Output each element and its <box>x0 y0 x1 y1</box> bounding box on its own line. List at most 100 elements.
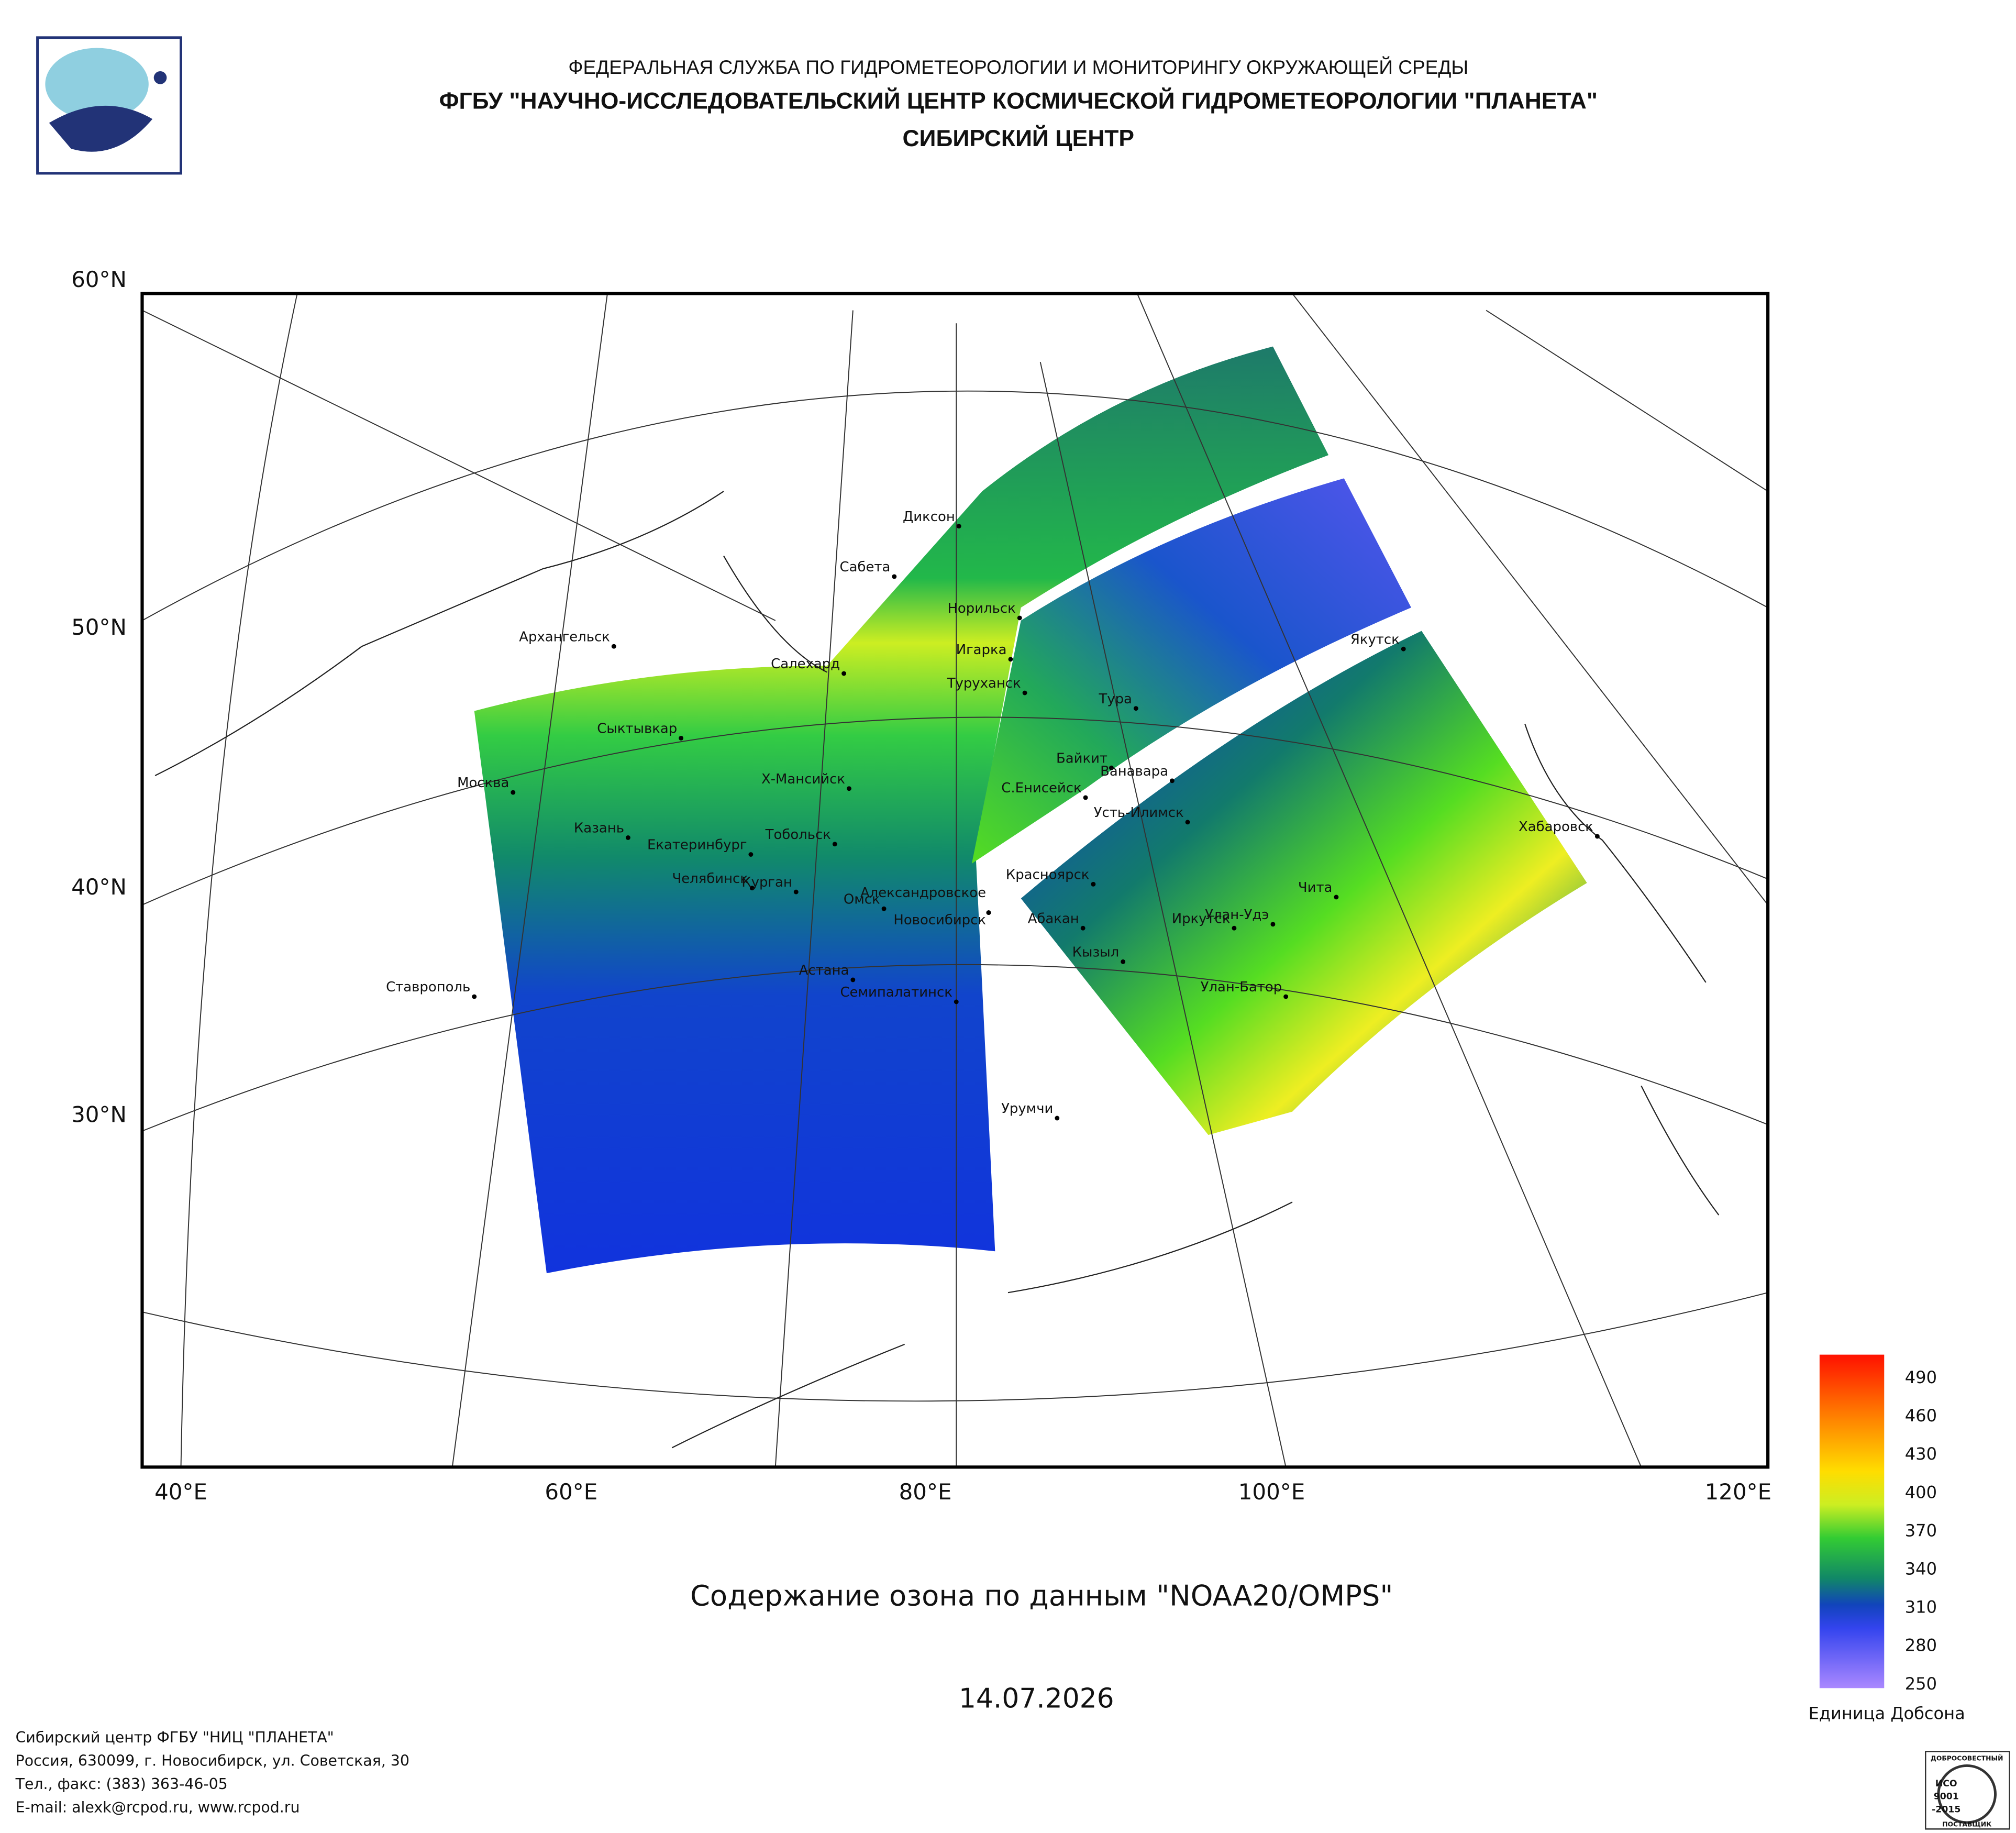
city-label: Урумчи <box>1001 1101 1053 1117</box>
swath <box>1021 631 1587 1135</box>
city-dot <box>1594 834 1600 839</box>
city-label: Астана <box>799 963 849 978</box>
city-dot <box>1401 646 1406 652</box>
city-label: Сыктывкар <box>597 721 677 737</box>
header-agency: ФЕДЕРАЛЬНАЯ СЛУЖБА ПО ГИДРОМЕТЕОРОЛОГИИ … <box>568 56 1468 78</box>
swath <box>971 478 1411 864</box>
header-institute: ФГБУ "НАУЧНО-ИССЛЕДОВАТЕЛЬСКИЙ ЦЕНТР КОС… <box>439 87 1598 114</box>
colorbar-tick: 340 <box>1905 1559 1937 1578</box>
city-dot <box>881 906 887 911</box>
city-label: Омск <box>844 891 880 907</box>
lat-label: 60°N <box>71 267 127 292</box>
city-label: Иркутск <box>1172 911 1231 926</box>
lon-label: 100°E <box>1238 1479 1305 1505</box>
city-dot <box>1017 615 1022 621</box>
badge-text: ИСО <box>1935 1779 1957 1789</box>
city-label: Новосибирск <box>893 912 986 928</box>
city-label: Норильск <box>947 601 1015 616</box>
city-label: Челябинск <box>672 871 748 887</box>
colorbar-tick: 370 <box>1905 1520 1937 1540</box>
city-dot <box>1270 922 1276 927</box>
city-label: Хабаровск <box>1519 819 1593 835</box>
city-dot <box>1283 994 1289 999</box>
city-dot <box>625 835 630 840</box>
city-label: Игарка <box>956 642 1007 658</box>
city-label: Семипалатинск <box>840 985 952 1000</box>
city-label: Чита <box>1298 880 1333 896</box>
city-dot <box>611 644 616 649</box>
city-label: Екатеринбург <box>647 837 747 853</box>
city-dot <box>1008 657 1013 662</box>
colorbar-tick: 400 <box>1905 1482 1937 1502</box>
city-dot <box>749 886 755 891</box>
city-dot <box>1334 895 1339 900</box>
city-label: Диксон <box>903 509 955 525</box>
city-label: Ванавара <box>1100 764 1168 779</box>
city-dot <box>1133 706 1138 711</box>
city-dot <box>1121 959 1126 964</box>
map-title: Содержание озона по данным "NOAA20/OMPS" <box>690 1579 1393 1612</box>
colorbar-tick: 280 <box>1905 1636 1937 1655</box>
map-frame <box>140 292 1770 1469</box>
lat-label: 30°N <box>71 1101 127 1127</box>
lon-label: 40°E <box>154 1479 207 1505</box>
lon-label: 120°E <box>1705 1479 1772 1505</box>
city-label: Тобольск <box>765 827 831 843</box>
badge-text: -2015 <box>1932 1804 1960 1815</box>
city-label: Сабета <box>840 559 891 575</box>
lat-label: 40°N <box>71 874 127 900</box>
city-dot <box>847 786 851 791</box>
map <box>140 292 1770 1469</box>
colorbar-ticks: 490 460 430 400 370 340 310 280 250 <box>1905 1367 1937 1694</box>
graticule <box>141 293 1768 1467</box>
colorbar-unit: Единица Добсона <box>1809 1704 1965 1724</box>
city-label: Салехард <box>771 656 840 672</box>
footer-line: Россия, 630099, г. Новосибирск, ул. Сове… <box>16 1752 409 1769</box>
footer: Сибирский центр ФГБУ "НИЦ "ПЛАНЕТА" Росси… <box>15 1729 409 1816</box>
city-dot <box>1185 820 1190 825</box>
badge-text: ДОБРОСОВЕСТНЫЙ ИСО 9001 -2015 ПОСТАВЩИК <box>1931 1754 2003 1828</box>
colorbar-tick: 310 <box>1905 1597 1937 1617</box>
city-label: Москва <box>457 775 509 791</box>
city-dot <box>956 524 961 529</box>
city-label: Красноярск <box>1006 867 1090 882</box>
city-dot <box>511 790 516 795</box>
city-label: Усть-Илимск <box>1094 805 1184 821</box>
footer-line: E-mail: alexk@rcpod.ru, www.rcpod.ru <box>16 1798 300 1816</box>
city-dot <box>892 574 897 579</box>
city-label: Туруханск <box>947 676 1021 691</box>
colorbar-tick: 460 <box>1905 1406 1937 1426</box>
badge-text: 9001 <box>1934 1792 1959 1802</box>
city-label: Архангельск <box>519 629 610 645</box>
city-label: Александровское <box>860 885 986 901</box>
city-label: Якутск <box>1350 632 1400 647</box>
city-dot <box>1022 690 1027 695</box>
city-dot <box>1055 1116 1060 1121</box>
axis-labels: 60°N 50°N 40°N 30°N 40°E 60°E 80°E 100°E 120°E <box>71 267 1771 1505</box>
colorbar-tick: 250 <box>1905 1674 1937 1694</box>
swath <box>474 346 1329 1274</box>
city-label: Улан-Удэ <box>1205 907 1269 923</box>
city-label: Казань <box>574 821 624 836</box>
footer-line: Сибирский центр ФГБУ "НИЦ "ПЛАНЕТА" <box>16 1729 334 1746</box>
header-center: СИБИРСКИЙ ЦЕНТР <box>902 125 1134 151</box>
city-dot <box>1091 881 1096 887</box>
city-label: Х-Мансийск <box>761 771 845 787</box>
city-label: Курган <box>741 875 792 890</box>
city-label: Улан-Батор <box>1201 979 1282 995</box>
city-dot <box>832 842 837 847</box>
city-label: Кызыл <box>1072 945 1120 960</box>
city-layer: Диксон Сабета Норильск Игарка Салехард Арханг… <box>386 509 1600 1121</box>
colorbar <box>1819 1354 1885 1688</box>
city-dot <box>793 889 799 895</box>
city-dot <box>472 994 477 999</box>
lat-label: 50°N <box>71 614 127 640</box>
city-dot <box>1083 795 1088 800</box>
city-dot <box>1169 778 1175 783</box>
city-dot <box>1109 765 1114 770</box>
logo <box>36 36 182 175</box>
city-dot <box>986 910 991 915</box>
colorbar-tick: 430 <box>1905 1444 1937 1464</box>
lon-label: 80°E <box>899 1479 952 1505</box>
